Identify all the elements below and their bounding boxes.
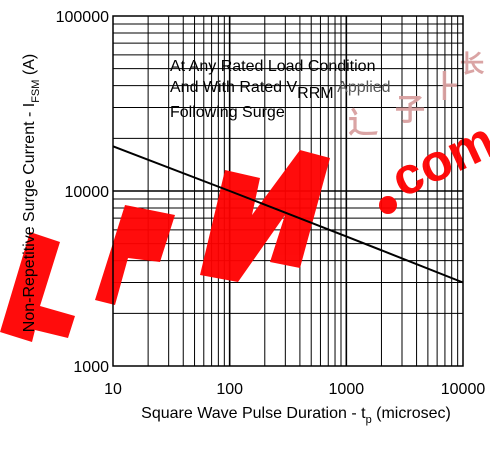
x-tick-label: 10 — [104, 381, 122, 398]
svg-text:⻌: ⻌ — [348, 106, 378, 141]
annotation: At Any Rated Load Condition And With Rat… — [170, 58, 391, 121]
annotation-line-3: Following Surge — [170, 104, 285, 121]
svg-text:⺊: ⺊ — [432, 70, 462, 105]
x-axis-label: Square Wave Pulse Duration - tp (microse… — [141, 405, 451, 426]
annotation-line-1: At Any Rated Load Condition — [170, 58, 375, 75]
tick-labels: 10 100 1000 10000 100000 10000 1000 — [56, 9, 486, 398]
annotation-line-2: And With Rated VRRM Applied — [170, 79, 391, 102]
y-tick-label: 10000 — [65, 184, 110, 201]
y-tick-label: 1000 — [73, 359, 109, 376]
series-line — [112, 145, 464, 284]
plot-frame — [112, 15, 464, 367]
y-axis-label: Non-Repetitive Surge Current - IFSM (A) — [21, 54, 42, 332]
x-tick-label: 10000 — [441, 381, 486, 398]
y-tick-label: 100000 — [56, 9, 109, 26]
series-layer — [112, 145, 464, 284]
svg-text:子: 子 — [395, 93, 425, 128]
x-tick-label: 100 — [216, 381, 243, 398]
x-tick-label: 1000 — [329, 381, 365, 398]
